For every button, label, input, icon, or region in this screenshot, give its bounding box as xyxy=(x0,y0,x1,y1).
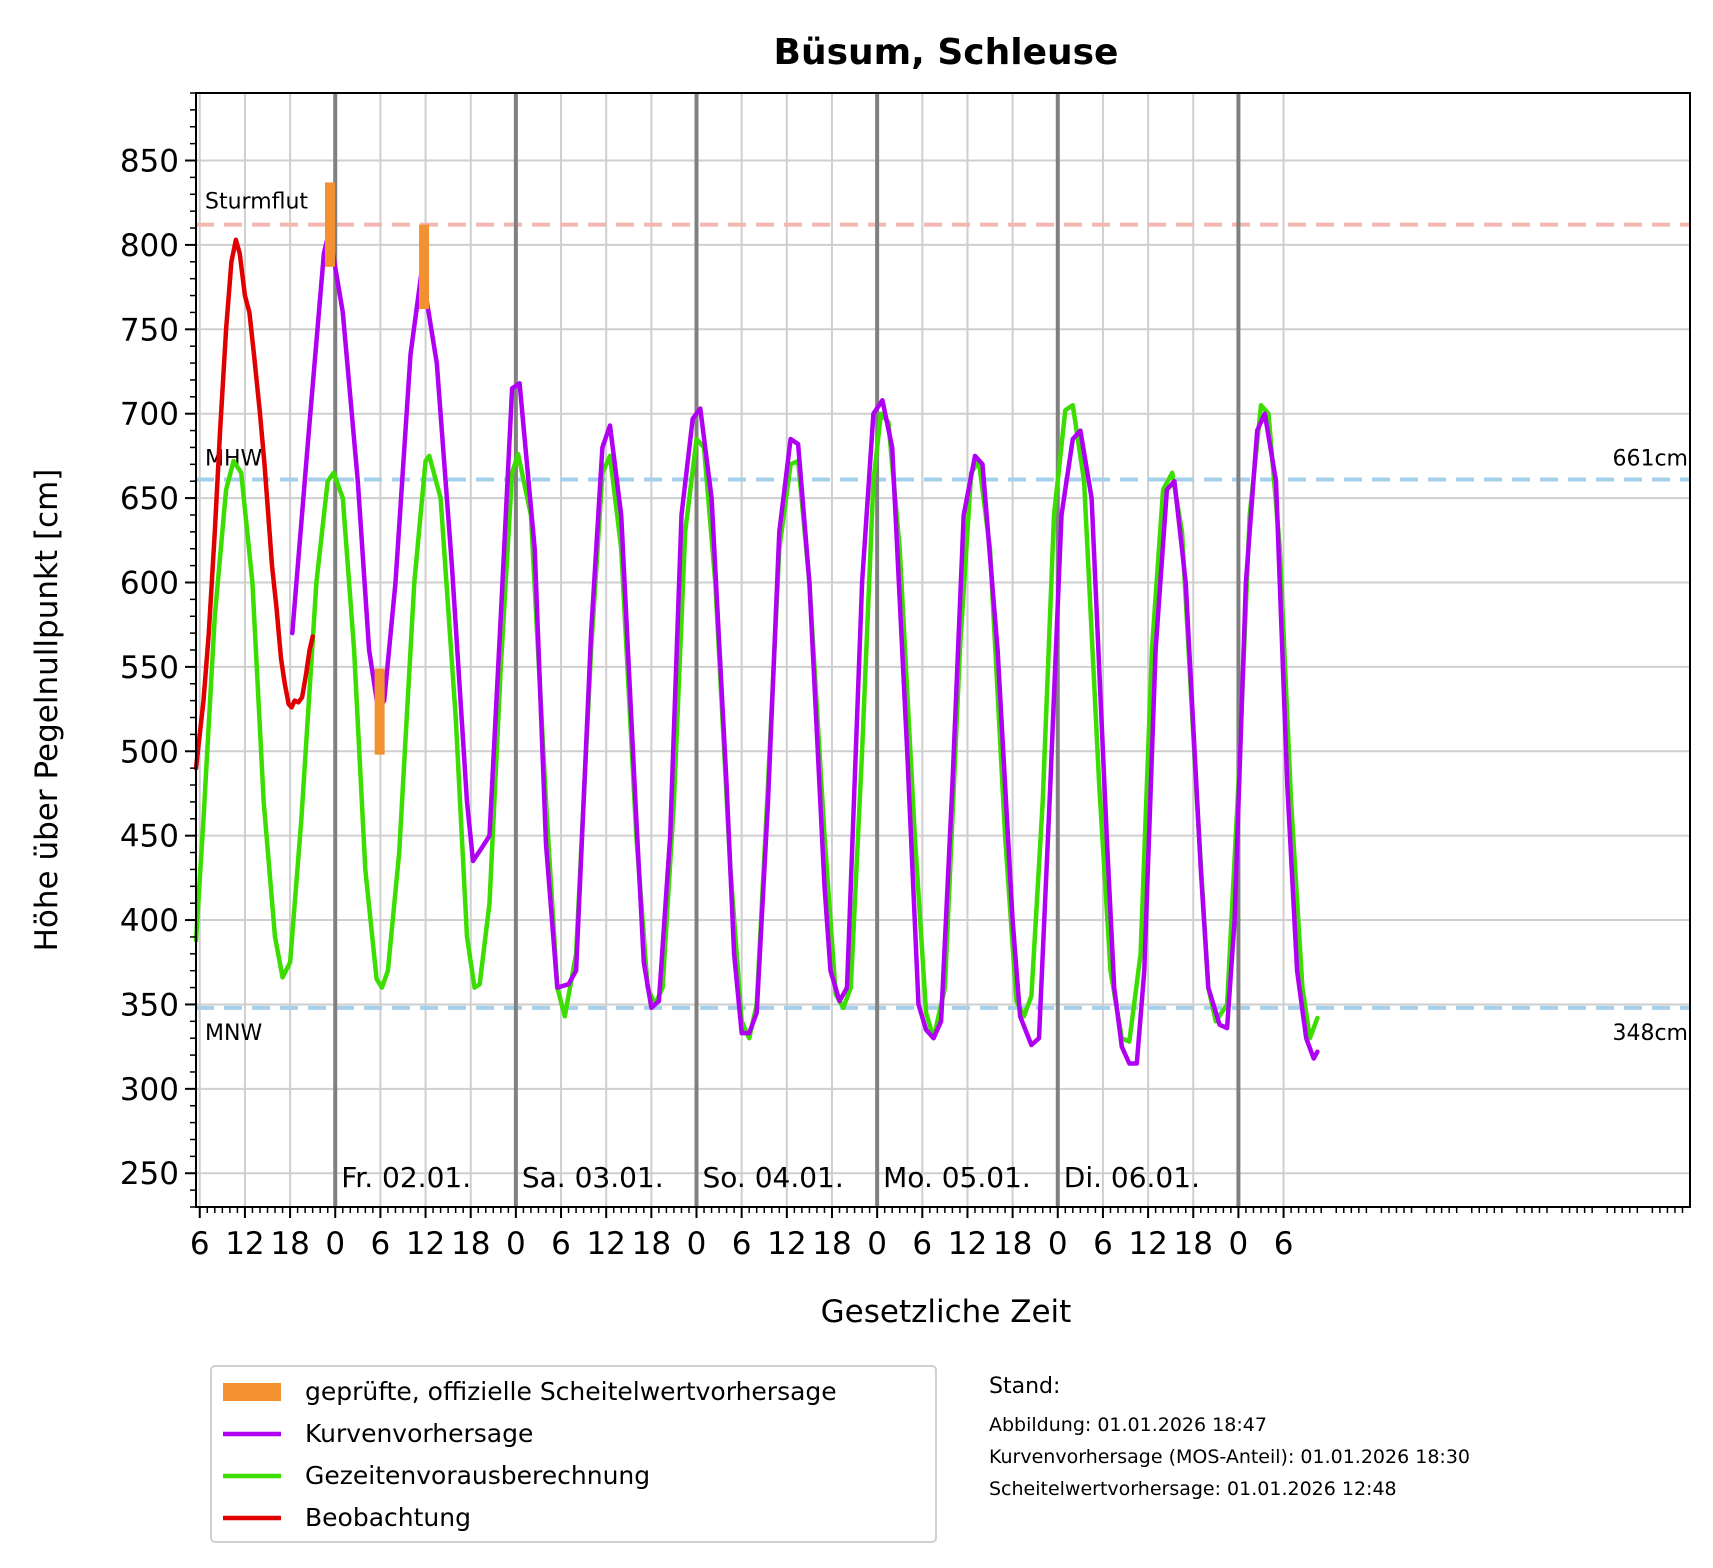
y-tick-label: 750 xyxy=(120,312,179,348)
x-tick-label: 12 xyxy=(1128,1226,1167,1262)
y-tick-label: 250 xyxy=(120,1156,179,1192)
y-tick-label: 850 xyxy=(120,144,179,180)
y-tick-label: 650 xyxy=(120,481,179,517)
x-tick-label: 6 xyxy=(1093,1226,1113,1262)
x-tick-label: 6 xyxy=(371,1226,391,1262)
stand-heading: Stand: xyxy=(989,1374,1060,1399)
day-label: Fr. 02.01. xyxy=(341,1161,471,1194)
x-axis: 6 12 18 0 6 12 18 0 6 12 18 0 6 12 18 0 6 12 18 0 6 12 18 0 6 xyxy=(190,1207,1684,1262)
reference-value-mhw: 661cm xyxy=(1612,447,1688,472)
x-tick-label: 0 xyxy=(506,1226,526,1262)
day-label: Sa. 03.01. xyxy=(522,1161,664,1194)
x-tick-label: 12 xyxy=(586,1226,625,1262)
legend-label: Gezeitenvorausberechnung xyxy=(305,1461,650,1490)
y-tick-label: 700 xyxy=(120,397,179,433)
x-tick-label: 18 xyxy=(632,1226,671,1262)
x-tick-label: 6 xyxy=(732,1226,752,1262)
legend-label: geprüfte, offizielle Scheitelwertvorhers… xyxy=(305,1377,837,1406)
series-line-beobachtung xyxy=(193,237,315,771)
day-label: Di. 06.01. xyxy=(1064,1161,1200,1194)
stand-line-2: Kurvenvorhersage (MOS-Anteil): 01.01.202… xyxy=(989,1446,1470,1468)
legend-frame xyxy=(210,1365,937,1543)
x-tick-label: 18 xyxy=(270,1226,309,1262)
stand-info: Stand: Abbildung: 01.01.2026 18:47 Kurve… xyxy=(989,1374,1470,1500)
day-label: So. 04.01. xyxy=(703,1161,844,1194)
y-axis: 250 300 350 400 450 500 550 600 650 700 750 800 850 xyxy=(120,92,196,1208)
y-tick-label: 300 xyxy=(120,1072,179,1108)
x-tick-label: 6 xyxy=(190,1226,210,1262)
x-tick-label: 18 xyxy=(812,1226,851,1262)
x-tick-label: 0 xyxy=(687,1226,707,1262)
legend-label: Beobachtung xyxy=(305,1503,471,1532)
day-label: Mo. 05.01. xyxy=(883,1161,1031,1194)
x-tick-label: 6 xyxy=(551,1226,571,1262)
x-tick-label: 0 xyxy=(1048,1226,1068,1262)
reference-label-mnw: MNW xyxy=(205,1021,262,1046)
y-tick-label: 500 xyxy=(120,734,179,770)
scheitelwert-bar xyxy=(324,182,335,267)
series-line-gezeitenvorausberechnung xyxy=(193,403,1320,1044)
x-tick-label: 6 xyxy=(1274,1226,1294,1262)
scheitelwert-bar xyxy=(419,224,430,310)
y-axis-label: Höhe über Pegelnullpunkt [cm] xyxy=(29,469,65,952)
y-tick-label: 400 xyxy=(120,903,179,939)
y-tick-label: 550 xyxy=(120,650,179,686)
stand-line-1: Abbildung: 01.01.2026 18:47 xyxy=(989,1414,1267,1436)
legend: geprüfte, offizielle Scheitelwertvorhers… xyxy=(210,1365,937,1543)
x-tick-label: 0 xyxy=(867,1226,887,1262)
x-tick-label: 18 xyxy=(993,1226,1032,1262)
reference-label-sturmflut: Sturmflut xyxy=(205,190,308,215)
series-line-kurvenvorhersage xyxy=(290,229,1320,1066)
x-axis-label: Gesetzliche Zeit xyxy=(821,1294,1072,1330)
x-tick-label: 6 xyxy=(912,1226,932,1262)
day-labels: Fr. 02.01. Sa. 03.01. So. 04.01. Mo. 05.01.… xyxy=(341,1161,1200,1194)
series xyxy=(193,229,1320,1066)
x-tick-label: 0 xyxy=(325,1226,345,1262)
y-tick-label: 800 xyxy=(120,228,179,264)
stand-line-3: Scheitelwertvorhersage: 01.01.2026 12:48 xyxy=(989,1478,1397,1500)
x-tick-label: 18 xyxy=(451,1226,490,1262)
scheitelwert-bars xyxy=(324,182,430,755)
y-tick-label: 600 xyxy=(120,565,179,601)
y-tick-label: 350 xyxy=(120,987,179,1023)
chart-title: Büsum, Schleuse xyxy=(774,32,1119,73)
legend-swatch-bar xyxy=(223,1383,281,1401)
x-tick-label: 12 xyxy=(225,1226,264,1262)
x-tick-label: 12 xyxy=(406,1226,445,1262)
x-tick-label: 0 xyxy=(1229,1226,1249,1262)
legend-label: Kurvenvorhersage xyxy=(305,1419,533,1448)
x-tick-label: 12 xyxy=(948,1226,987,1262)
reference-value-mnw: 348cm xyxy=(1612,1021,1688,1046)
x-tick-label: 12 xyxy=(767,1226,806,1262)
scheitelwert-bar xyxy=(374,668,385,755)
y-tick-label: 450 xyxy=(120,819,179,855)
x-tick-label: 18 xyxy=(1174,1226,1213,1262)
